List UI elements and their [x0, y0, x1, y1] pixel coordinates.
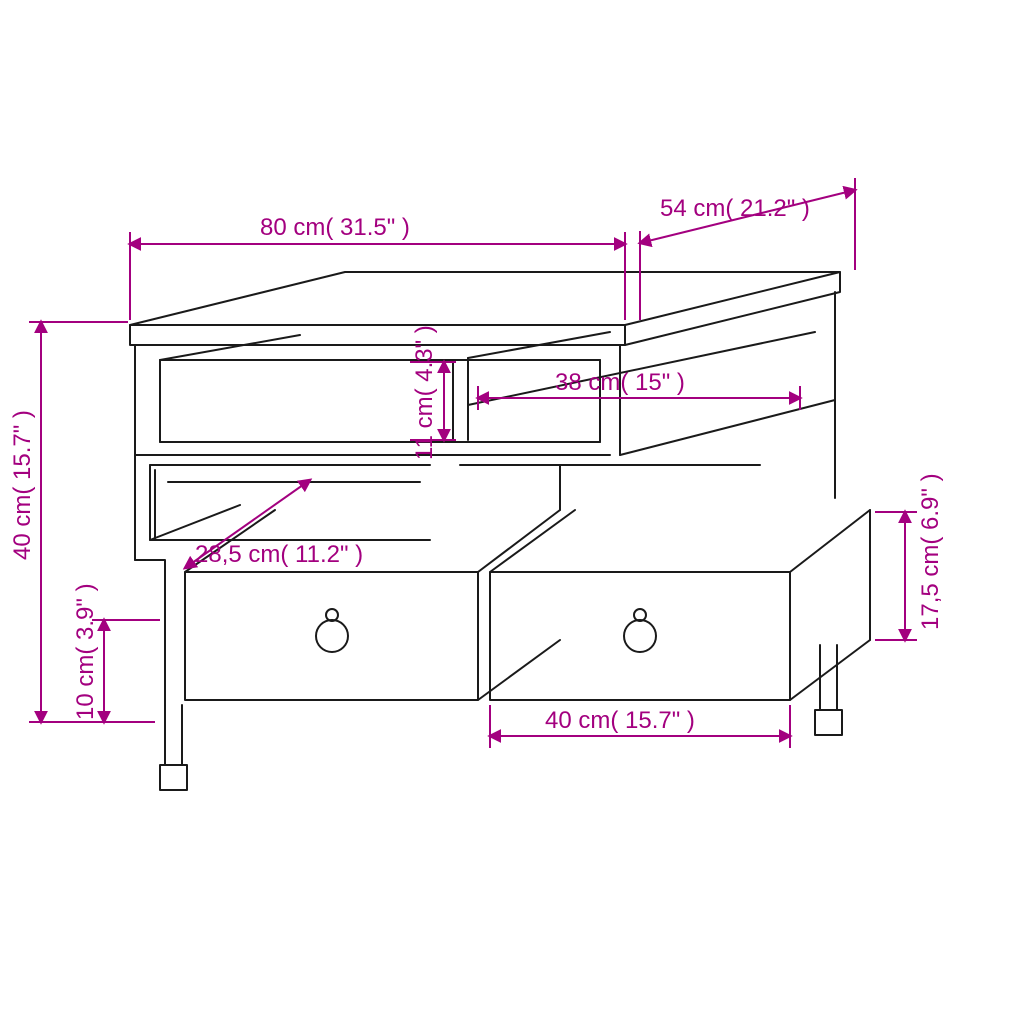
- dim-total-height: 40 cm( 15.7" ): [9, 322, 128, 722]
- dimension-drawing: 80 cm( 31.5" ) 54 cm( 21.2" ) 40 cm( 15.…: [0, 0, 1024, 1024]
- dim-total-height-label: 40 cm( 15.7" ): [9, 410, 36, 560]
- dim-leg-height-label: 10 cm( 3.9" ): [72, 583, 99, 720]
- dim-depth-top-label: 54 cm( 21.2" ): [660, 195, 810, 222]
- dim-drawer-width-label: 40 cm( 15.7" ): [545, 707, 695, 734]
- dim-shelf-width-label: 38 cm( 15" ): [555, 369, 685, 396]
- dim-shelf-height-label: 11 cm( 4.3" ): [411, 325, 438, 460]
- dim-drawer-height-label: 17,5 cm( 6.9" ): [917, 473, 944, 630]
- dim-drawer-height: 17,5 cm( 6.9" ): [875, 473, 944, 640]
- drawer-pull-left: [316, 609, 348, 652]
- furniture-outline: [130, 272, 870, 790]
- dim-depth-top: 54 cm( 21.2" ): [640, 178, 855, 320]
- dim-shelf-width: 38 cm( 15" ): [478, 369, 800, 410]
- dim-leg-height: 10 cm( 3.9" ): [72, 583, 160, 722]
- dim-drawer-width: 40 cm( 15.7" ): [490, 705, 790, 748]
- drawer-pull-right: [624, 609, 656, 652]
- dim-drawer-depth: 28,5 cm( 11.2" ): [185, 480, 363, 568]
- dim-width-top: 80 cm( 31.5" ): [130, 214, 625, 320]
- dim-width-top-label: 80 cm( 31.5" ): [260, 214, 410, 241]
- dimensions-group: 80 cm( 31.5" ) 54 cm( 21.2" ) 40 cm( 15.…: [9, 178, 944, 748]
- dim-drawer-depth-label: 28,5 cm( 11.2" ): [195, 541, 363, 568]
